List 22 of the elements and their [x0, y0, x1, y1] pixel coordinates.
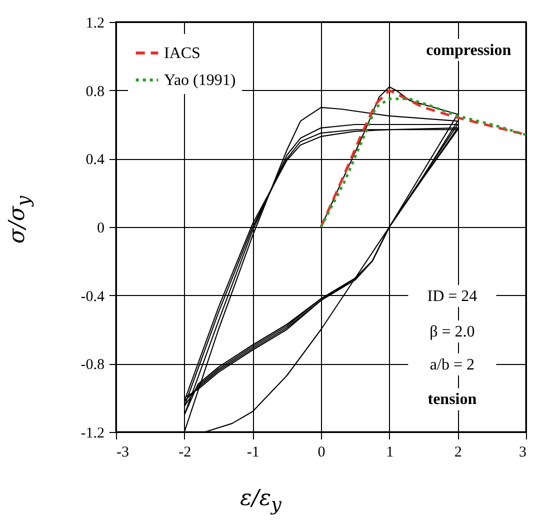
x-tick-label: -2 — [178, 444, 192, 460]
annotation: compression — [426, 42, 512, 59]
y-tick-label: 0 — [97, 220, 104, 236]
y-tick-label: -0.4 — [80, 288, 105, 305]
x-tick-label: -1 — [246, 444, 260, 460]
legend-label: IACS — [164, 45, 200, 62]
legend-label: Yao (1991) — [164, 72, 236, 89]
y-tick-label: -0.8 — [80, 357, 104, 374]
x-tick-label: 1 — [386, 444, 394, 460]
x-tick-label: 2 — [454, 444, 462, 460]
y-tick-label: 0.4 — [86, 152, 105, 168]
x-tick-label: 0 — [318, 444, 326, 460]
y-tick-label: 0.8 — [86, 84, 104, 100]
annotation: a/b = 2 — [430, 356, 474, 374]
x-tick-label: -3 — [116, 444, 129, 460]
y-tick-label: 1.2 — [86, 16, 104, 32]
x-tick-label: 3 — [519, 444, 526, 460]
x-axis-title: ε/ε$_{y}$ — [240, 486, 282, 516]
annotation: β = 2.0 — [430, 324, 475, 341]
annotation: tension — [428, 391, 477, 408]
y-tick-label: -1.2 — [80, 426, 104, 442]
annotation: ID = 24 — [427, 288, 478, 305]
